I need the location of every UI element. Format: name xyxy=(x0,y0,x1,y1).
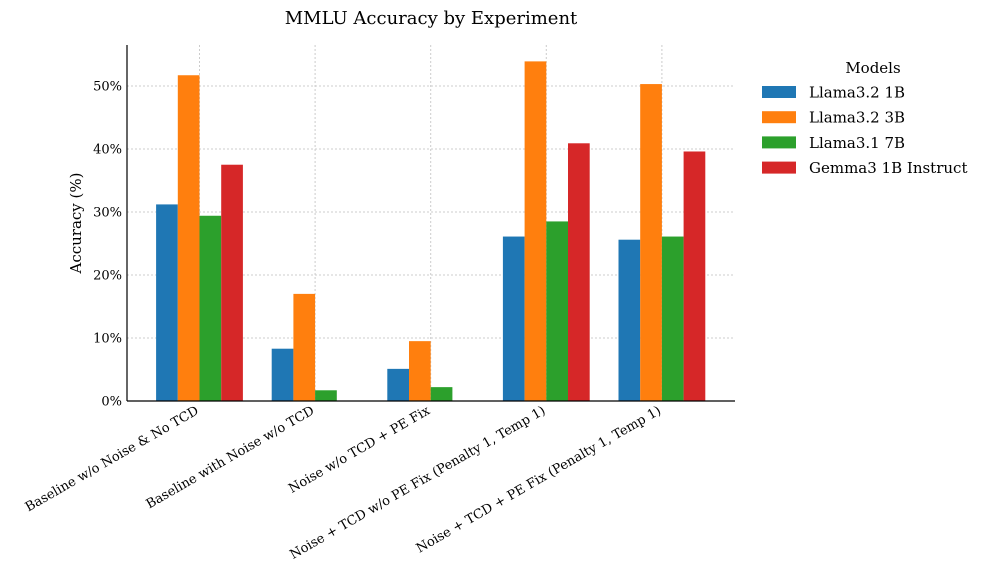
bar xyxy=(177,75,200,401)
bar xyxy=(524,61,547,402)
legend-entry-label: Llama3.1 7B xyxy=(809,134,905,152)
y-tick-label: 0% xyxy=(101,395,122,410)
bar xyxy=(546,221,568,401)
y-tick-label: 50% xyxy=(93,79,122,94)
bar xyxy=(568,143,590,401)
legend-title: Models xyxy=(845,59,900,77)
y-axis-label: Accuracy (%) xyxy=(67,172,85,274)
bar xyxy=(293,293,316,401)
legend-swatch xyxy=(762,111,796,124)
y-tick-label: 40% xyxy=(93,142,122,157)
bar xyxy=(430,387,453,401)
bar xyxy=(683,151,706,401)
bar xyxy=(387,368,409,401)
bar xyxy=(618,239,641,401)
legend-swatch xyxy=(762,86,796,98)
legend-entry-label: Gemma3 1B Instruct xyxy=(809,159,967,177)
bar xyxy=(502,236,525,401)
legend-swatch xyxy=(762,161,796,174)
y-tick-label: 20% xyxy=(93,268,122,283)
legend: Models Llama3.2 1B Llama3.2 3B Llama3.1 7B… xyxy=(762,59,967,177)
bar xyxy=(199,215,222,401)
y-tick-label: 30% xyxy=(93,205,122,220)
bars-group xyxy=(156,61,706,402)
legend-swatch xyxy=(762,136,796,149)
bar xyxy=(409,341,431,401)
bar xyxy=(271,348,294,401)
bar xyxy=(640,84,662,401)
y-tick-labels: 0% 10% 20% 30% 40% 50% xyxy=(93,79,122,409)
bar xyxy=(661,236,684,401)
y-tick-label: 10% xyxy=(93,331,122,346)
bar xyxy=(315,390,337,401)
bar xyxy=(156,204,178,401)
axes xyxy=(126,45,735,402)
bar xyxy=(221,164,243,401)
legend-entry-label: Llama3.2 3B xyxy=(809,109,905,127)
chart-title: MMLU Accuracy by Experiment xyxy=(285,8,578,29)
legend-entry-label: Llama3.2 1B xyxy=(809,84,905,102)
